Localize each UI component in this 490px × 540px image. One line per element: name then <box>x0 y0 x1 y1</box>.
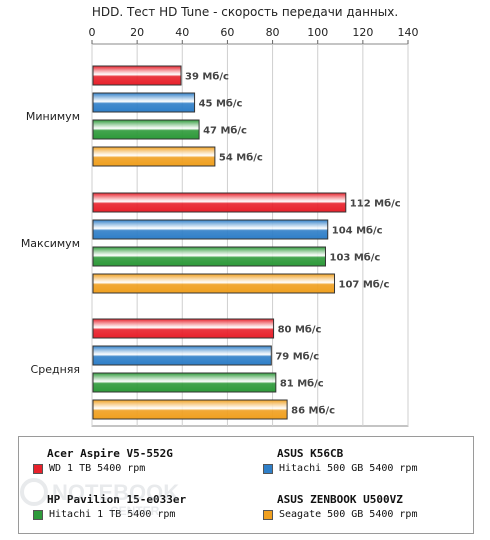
bar-value-label: 104 Мб/с <box>332 225 383 237</box>
chart-title: HDD. Тест HD Tune - скорость передачи да… <box>92 5 398 19</box>
legend-swatch-red <box>33 464 43 474</box>
legend-item-series-2: ASUS K56CB Hitachi 500 GB 5400 rpm <box>263 447 483 475</box>
legend: Acer Aspire V5-552G WD 1 TB 5400 rpm ASU… <box>18 436 474 534</box>
x-tick-label: 100 <box>307 26 328 39</box>
x-tick-label: 80 <box>266 26 280 39</box>
bar-value-label: 39 Мб/с <box>185 71 229 83</box>
x-tick-label: 120 <box>352 26 373 39</box>
category-label: Максимум <box>21 237 80 250</box>
legend-item-series-4: ASUS ZENBOOK U500VZ Seagate 500 GB 5400 … <box>263 493 483 521</box>
bar-value-label: 112 Мб/с <box>350 198 401 210</box>
bar <box>92 273 336 294</box>
legend-swatch-green <box>33 510 43 520</box>
bar-value-label: 107 Мб/с <box>339 279 390 291</box>
category-label: Средняя <box>31 363 80 376</box>
bar-value-label: 54 Мб/с <box>219 152 263 164</box>
x-tick-label: 20 <box>130 26 144 39</box>
bar <box>92 65 182 86</box>
legend-item-series-3: HP Pavilion 15-e033er Hitachi 1 TB 5400 … <box>33 493 253 521</box>
legend-series-name: ASUS K56CB <box>277 447 344 460</box>
x-tick-label: 40 <box>175 26 189 39</box>
bar-value-label: 81 Мб/с <box>280 378 324 390</box>
x-tick-label: 0 <box>89 26 96 39</box>
legend-series-desc: Seagate 500 GB 5400 rpm <box>279 509 418 520</box>
bar <box>92 246 326 267</box>
x-tick-label: 60 <box>220 26 234 39</box>
bar-value-label: 80 Мб/с <box>278 324 322 336</box>
legend-swatch-blue <box>263 464 273 474</box>
bar-value-label: 86 Мб/с <box>291 405 335 417</box>
bar <box>92 192 347 213</box>
x-tick-label: 140 <box>398 26 419 39</box>
legend-series-name: ASUS ZENBOOK U500VZ <box>277 493 403 506</box>
bar-value-label: 47 Мб/с <box>203 125 247 137</box>
legend-series-name: Acer Aspire V5-552G <box>47 447 173 460</box>
bar-value-label: 45 Мб/с <box>199 98 243 110</box>
chart: HDD. Тест HD Tune - скорость передачи да… <box>21 5 419 427</box>
bar <box>92 318 275 339</box>
bar <box>92 372 277 393</box>
legend-item-series-1: Acer Aspire V5-552G WD 1 TB 5400 rpm <box>33 447 253 475</box>
legend-series-desc: Hitachi 500 GB 5400 rpm <box>279 463 418 474</box>
bar-value-label: 79 Мб/с <box>275 351 319 363</box>
legend-series-desc: WD 1 TB 5400 rpm <box>49 463 146 474</box>
bar <box>92 92 196 113</box>
bar <box>92 219 329 240</box>
legend-swatch-orange <box>263 510 273 520</box>
bar-value-label: 103 Мб/с <box>329 252 380 264</box>
category-label: Минимум <box>26 110 80 123</box>
bar <box>92 146 216 167</box>
bar <box>92 345 272 366</box>
bar <box>92 399 288 420</box>
legend-series-name: HP Pavilion 15-e033er <box>47 493 187 506</box>
legend-series-desc: Hitachi 1 TB 5400 rpm <box>49 509 176 520</box>
bar <box>92 119 200 140</box>
